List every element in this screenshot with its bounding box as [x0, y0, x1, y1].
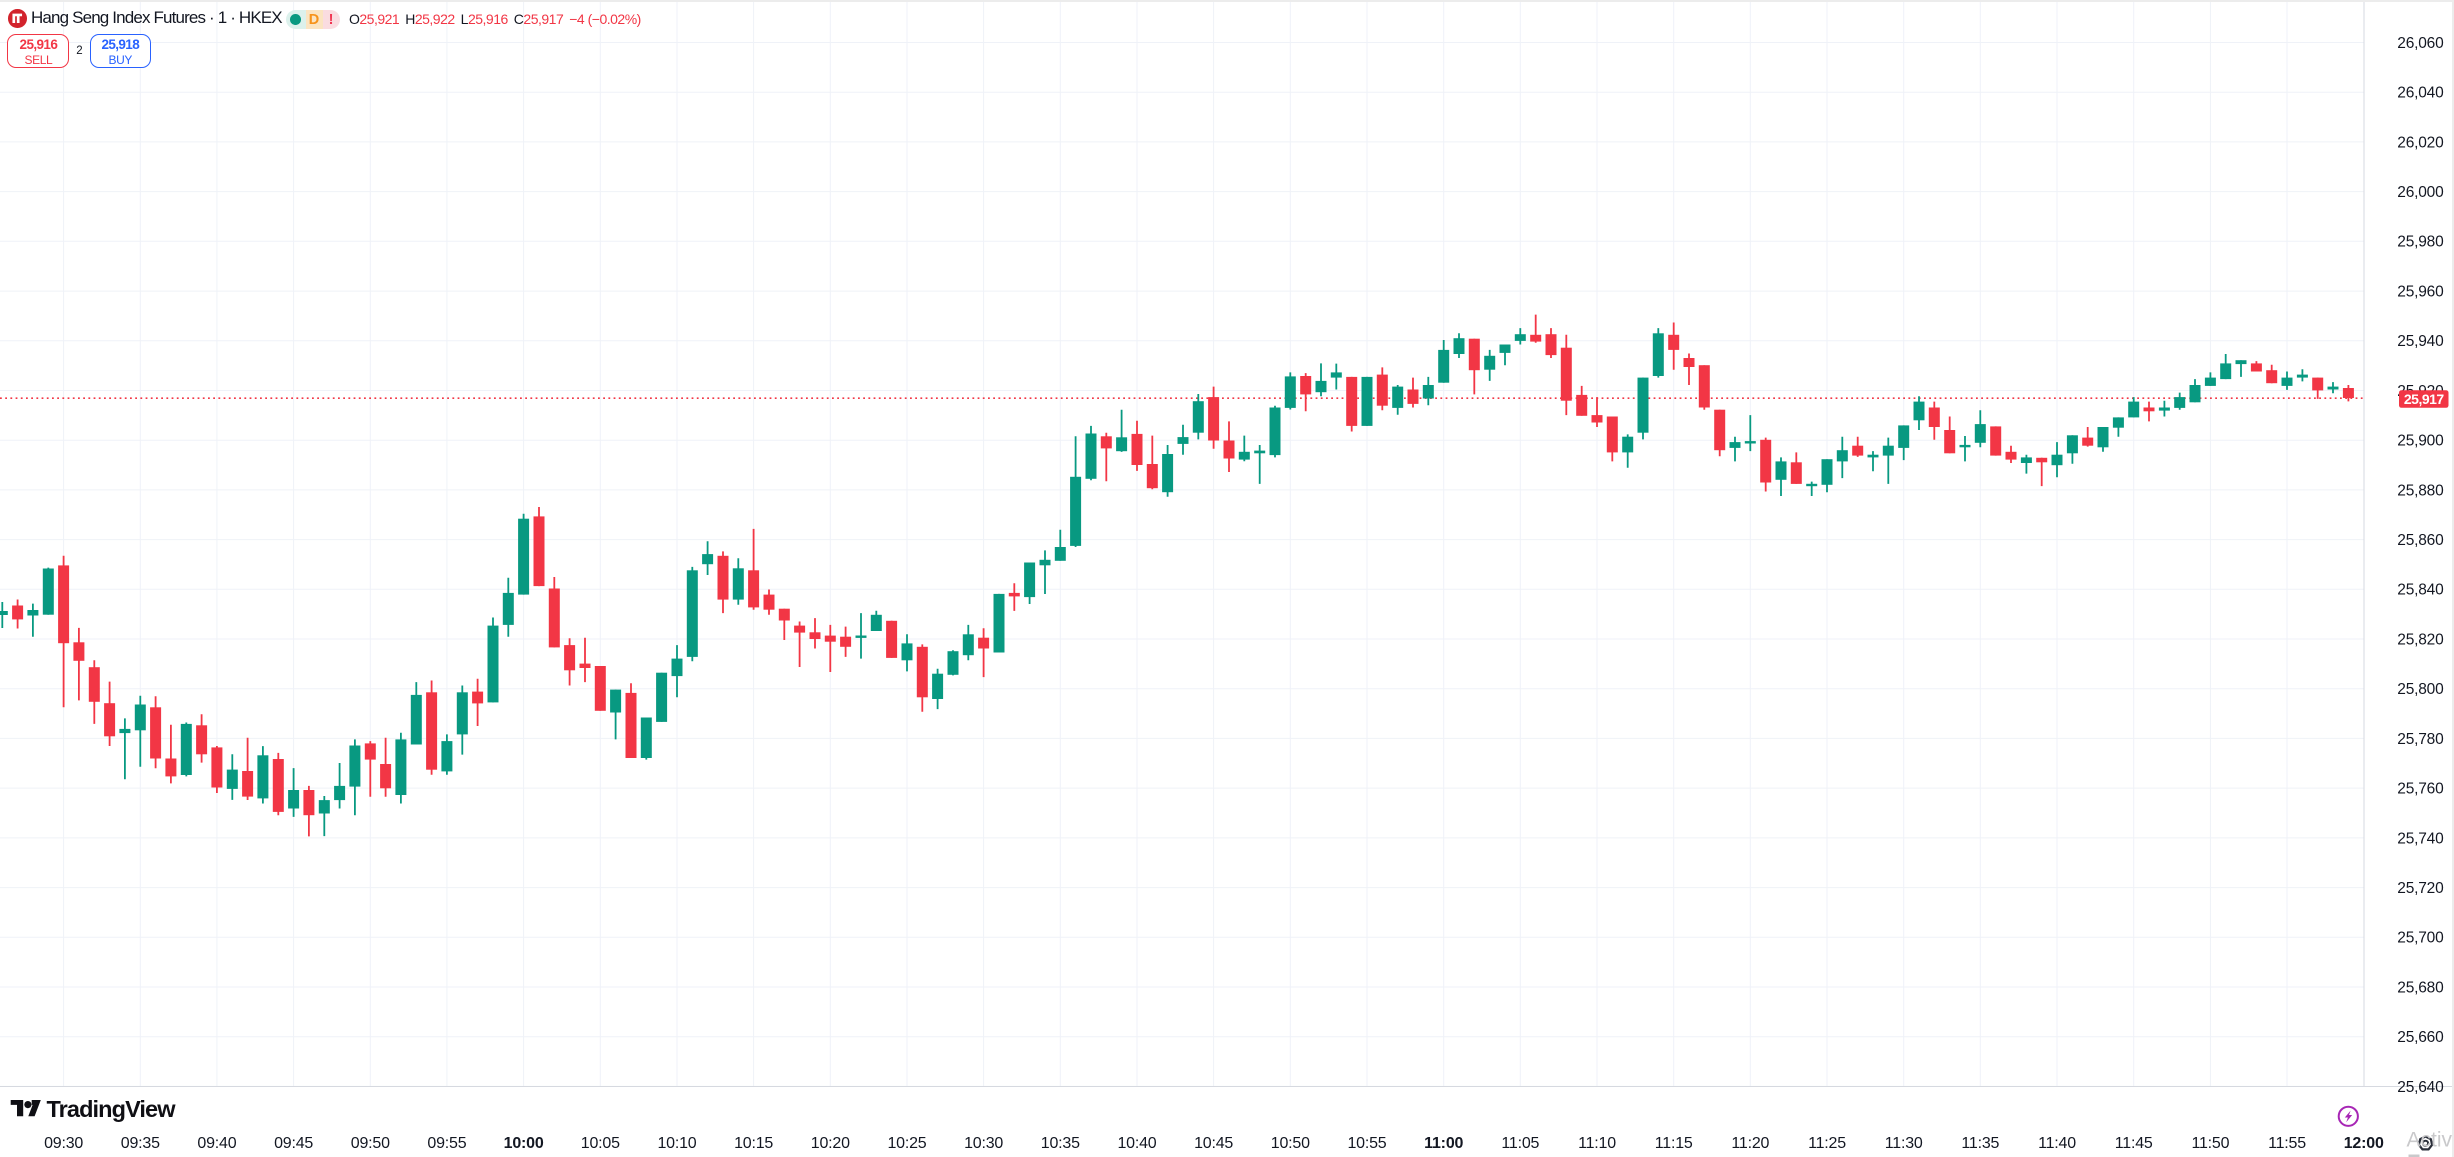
svg-text:25,860: 25,860: [2397, 532, 2444, 549]
svg-text:25,780: 25,780: [2397, 731, 2444, 748]
svg-text:10:30: 10:30: [964, 1135, 1003, 1152]
svg-text:11:00: 11:00: [1424, 1135, 1463, 1152]
svg-text:25,900: 25,900: [2397, 433, 2444, 450]
svg-text:11:45: 11:45: [2115, 1135, 2153, 1152]
svg-text:10:10: 10:10: [657, 1135, 696, 1152]
svg-text:10:05: 10:05: [581, 1135, 620, 1152]
svg-text:10:50: 10:50: [1271, 1135, 1310, 1152]
svg-text:12:00: 12:00: [2344, 1135, 2384, 1152]
svg-text:09:30: 09:30: [44, 1135, 83, 1152]
svg-text:TradingView: TradingView: [47, 1096, 177, 1122]
svg-text:25,700: 25,700: [2397, 930, 2444, 947]
svg-text:10:55: 10:55: [1347, 1135, 1386, 1152]
svg-text:10:35: 10:35: [1041, 1135, 1080, 1152]
svg-text:25,680: 25,680: [2397, 979, 2444, 996]
svg-text:25,840: 25,840: [2397, 582, 2444, 599]
svg-text:11:35: 11:35: [1961, 1135, 1999, 1152]
svg-text:11:55: 11:55: [2268, 1135, 2306, 1152]
svg-text:10:00: 10:00: [504, 1135, 544, 1152]
svg-text:25,940: 25,940: [2397, 333, 2444, 350]
svg-text:09:50: 09:50: [351, 1135, 390, 1152]
svg-text:09:55: 09:55: [427, 1135, 466, 1152]
svg-text:25,820: 25,820: [2397, 631, 2444, 648]
svg-text:26,060: 26,060: [2397, 35, 2444, 52]
svg-text:25,880: 25,880: [2397, 482, 2444, 499]
svg-text:25,740: 25,740: [2397, 830, 2444, 847]
svg-text:11:20: 11:20: [1731, 1135, 1769, 1152]
svg-text:25,760: 25,760: [2397, 781, 2444, 798]
svg-text:25,720: 25,720: [2397, 880, 2444, 897]
svg-text:09:35: 09:35: [121, 1135, 160, 1152]
svg-text:26,040: 26,040: [2397, 85, 2444, 102]
svg-text:26,020: 26,020: [2397, 134, 2444, 151]
svg-text:10:20: 10:20: [811, 1135, 850, 1152]
svg-text:11:50: 11:50: [2191, 1135, 2229, 1152]
svg-text:25,800: 25,800: [2397, 681, 2444, 698]
svg-text:25,917: 25,917: [2404, 391, 2445, 407]
svg-text:26,000: 26,000: [2397, 184, 2444, 201]
svg-text:11:10: 11:10: [1578, 1135, 1616, 1152]
svg-text:11:15: 11:15: [1655, 1135, 1693, 1152]
svg-text:11:40: 11:40: [2038, 1135, 2076, 1152]
svg-text:10:15: 10:15: [734, 1135, 773, 1152]
svg-text:09:40: 09:40: [197, 1135, 236, 1152]
svg-text:11:25: 11:25: [1808, 1135, 1846, 1152]
svg-text:10:25: 10:25: [887, 1135, 926, 1152]
svg-text:09:45: 09:45: [274, 1135, 313, 1152]
svg-text:25,660: 25,660: [2397, 1029, 2444, 1046]
svg-text:10:45: 10:45: [1194, 1135, 1233, 1152]
svg-text:Activate: Activate: [2407, 1129, 2454, 1152]
svg-text:10:40: 10:40: [1117, 1135, 1156, 1152]
svg-text:25,980: 25,980: [2397, 234, 2444, 251]
svg-text:11:05: 11:05: [1501, 1135, 1539, 1152]
svg-text:25,640: 25,640: [2397, 1079, 2444, 1096]
svg-text:25,960: 25,960: [2397, 283, 2444, 300]
svg-text:11:30: 11:30: [1885, 1135, 1923, 1152]
